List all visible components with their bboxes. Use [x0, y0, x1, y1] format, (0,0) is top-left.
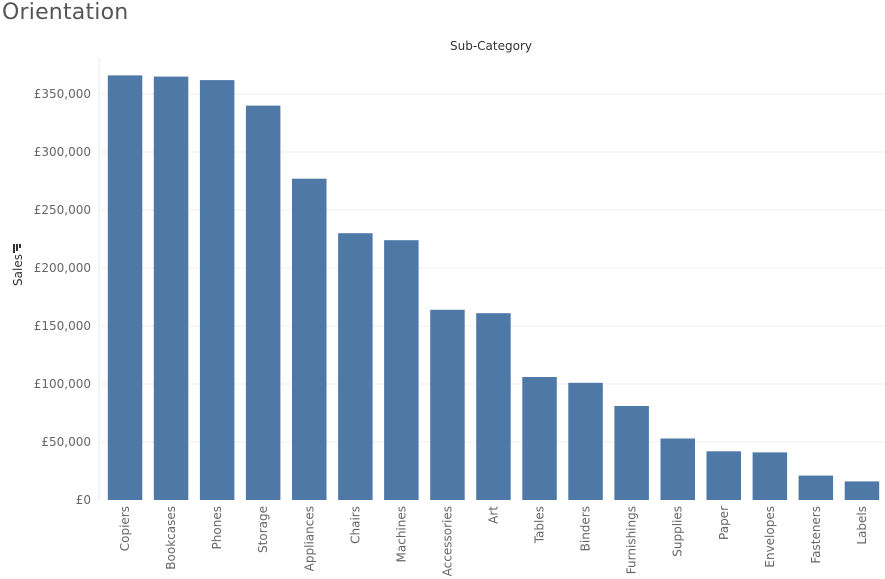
x-tick-label: Envelopes — [763, 506, 777, 568]
x-tick-label: Phones — [210, 506, 224, 549]
x-tick-label: Paper — [717, 506, 731, 540]
x-tick-label: Furnishings — [625, 506, 639, 574]
x-tick-label: Labels — [855, 506, 869, 545]
x-tick-label: Tables — [533, 506, 547, 544]
bar-storage[interactable] — [245, 105, 281, 500]
bar-labels[interactable] — [844, 481, 880, 500]
bar-chairs[interactable] — [338, 233, 373, 500]
y-axis-title: Sales — [11, 254, 25, 286]
bar-copiers[interactable] — [107, 75, 143, 501]
sort-descending-icon[interactable] — [13, 244, 21, 253]
y-tick-label: £150,000 — [34, 319, 91, 333]
chart-title: Orientation — [2, 0, 129, 25]
y-tick-label: £250,000 — [34, 203, 91, 217]
x-tick-label: Accessories — [440, 506, 454, 576]
y-tick-label: £100,000 — [34, 377, 91, 391]
bar-accessories[interactable] — [430, 309, 465, 500]
x-tick-label: Fasteners — [809, 506, 823, 564]
y-tick-label: £50,000 — [41, 435, 91, 449]
bar-envelopes[interactable] — [752, 452, 788, 500]
y-tick-label: £0 — [76, 493, 91, 507]
x-axis-labels: Copiers Bookcases Phones Storage Appliances C… — [118, 506, 869, 577]
x-tick-label: Bookcases — [164, 506, 178, 570]
x-tick-label: Copiers — [118, 506, 132, 551]
y-axis-title-group[interactable]: Sales — [11, 244, 25, 286]
x-tick-label: Supplies — [671, 506, 685, 557]
bar-binders[interactable] — [568, 382, 603, 500]
bars[interactable] — [107, 75, 880, 501]
bar-art[interactable] — [476, 313, 511, 500]
y-tick-label: £200,000 — [34, 261, 91, 275]
x-tick-label: Binders — [579, 506, 593, 551]
y-tick-label: £300,000 — [34, 145, 91, 159]
bar-tables[interactable] — [522, 377, 557, 500]
x-tick-label: Storage — [256, 506, 270, 553]
bar-paper[interactable] — [706, 451, 742, 500]
y-axis-ticks: £0 £50,000 £100,000 £150,000 £200,000 £250,00… — [34, 87, 91, 507]
x-tick-label: Machines — [394, 506, 408, 562]
x-tick-label: Chairs — [348, 506, 362, 544]
bar-phones[interactable] — [199, 80, 235, 500]
bar-supplies[interactable] — [660, 438, 696, 501]
x-tick-label: Appliances — [302, 506, 316, 571]
bar-furnishings[interactable] — [614, 406, 649, 500]
x-tick-label: Art — [487, 506, 501, 524]
x-axis-title: Sub-Category — [450, 39, 532, 53]
y-tick-label: £350,000 — [34, 87, 91, 101]
bar-fasteners[interactable] — [798, 475, 834, 500]
bar-machines[interactable] — [384, 240, 419, 500]
bar-bookcases[interactable] — [153, 76, 189, 500]
bar-appliances[interactable] — [292, 178, 327, 500]
